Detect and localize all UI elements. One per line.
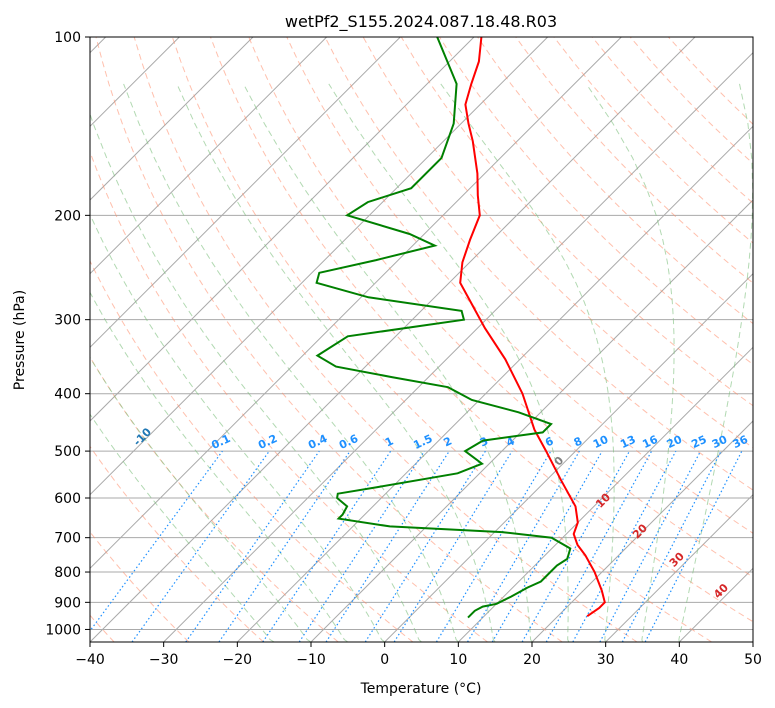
x-axis: −40 −30 −20 −10 0 10 20 30 40 50 xyxy=(75,642,762,668)
y-axis: 100 200 300 400 500 600 700 800 900 1000 xyxy=(45,30,90,638)
moist-adiabat xyxy=(123,83,459,642)
isotherm-line xyxy=(605,493,753,642)
y-tick-label: 300 xyxy=(54,313,81,329)
chart-title: wetPf2_S155.2024.087.18.48.R03 xyxy=(285,12,557,32)
mixing-ratio-line xyxy=(393,450,513,642)
x-axis-label: Temperature (°C) xyxy=(360,681,482,697)
dry-adiabat xyxy=(90,356,339,642)
mixing-ratio-label: 36 xyxy=(731,433,751,451)
isotherm-line xyxy=(90,37,549,496)
mixing-ratio-label: 16 xyxy=(640,433,660,451)
x-tick-label: 20 xyxy=(523,652,541,668)
isotherm-line xyxy=(163,51,753,642)
mixing-ratio-line xyxy=(218,450,351,642)
background-lines xyxy=(90,37,753,642)
y-tick-label: 500 xyxy=(54,444,81,460)
moist-adiabat xyxy=(90,356,312,642)
x-tick-label: 40 xyxy=(670,652,688,668)
y-tick-label: 600 xyxy=(54,491,81,507)
mixing-ratio-label: 25 xyxy=(689,433,708,451)
mixing-ratio-line xyxy=(521,450,631,642)
x-tick-label: −40 xyxy=(75,652,105,668)
y-tick-label: 800 xyxy=(54,565,81,581)
moist-adiabat xyxy=(243,83,533,642)
moist-adiabat xyxy=(90,413,275,642)
moist-adiabat xyxy=(328,83,570,642)
isotherm-line xyxy=(90,37,622,570)
mixing-ratio-label: 30 xyxy=(710,433,730,451)
mixing-ratio-line xyxy=(491,450,603,642)
isotherm-line xyxy=(236,125,753,642)
mixing-ratio-label: 20 xyxy=(665,433,685,451)
mixing-ratio-line xyxy=(545,450,653,642)
mixing-ratio-line xyxy=(325,450,450,642)
isotherm-line xyxy=(90,37,475,422)
y-axis-label: Pressure (hPa) xyxy=(12,290,28,390)
mixing-ratio-line xyxy=(572,450,677,642)
dry-adiabat xyxy=(171,37,712,642)
y-tick-label: 1000 xyxy=(45,622,81,638)
sounding-series xyxy=(315,37,606,619)
dry-adiabat xyxy=(248,37,753,578)
mixing-ratio-label: 10 xyxy=(591,433,611,451)
dry-adiabat xyxy=(133,37,638,642)
dry-adiabat xyxy=(90,259,414,642)
mixing-ratio-line xyxy=(364,450,486,642)
isotherm-line xyxy=(90,37,254,201)
y-tick-label: 200 xyxy=(54,208,81,224)
mixing-ratio-label: 13 xyxy=(618,433,637,451)
temperature-profile xyxy=(459,37,606,618)
moist-adiabat xyxy=(90,213,386,642)
moist-adiabat xyxy=(585,83,675,642)
y-tick-label: 900 xyxy=(54,595,81,611)
moist-adiabat xyxy=(678,83,753,642)
moist-adiabat xyxy=(176,83,496,642)
x-tick-label: 10 xyxy=(449,652,467,668)
y-tick-label: 700 xyxy=(54,531,81,547)
y-tick-label: 400 xyxy=(54,387,81,403)
isotherm-line xyxy=(384,272,753,642)
x-tick-label: −30 xyxy=(149,652,179,668)
x-tick-label: 0 xyxy=(380,652,389,668)
y-tick-label: 100 xyxy=(54,30,81,46)
dewpoint-profile xyxy=(315,37,572,619)
x-tick-label: 30 xyxy=(597,652,615,668)
moist-adiabat xyxy=(90,112,422,642)
mixing-ratio-line xyxy=(435,450,552,642)
isotherm-line xyxy=(90,37,696,642)
x-tick-label: −20 xyxy=(223,652,253,668)
dry-adiabat xyxy=(515,37,753,284)
x-tick-label: 50 xyxy=(744,652,762,668)
x-tick-label: −10 xyxy=(296,652,326,668)
mixing-ratio-line xyxy=(185,450,320,642)
mixing-ratio-line xyxy=(466,450,580,642)
isotherm-line xyxy=(90,37,401,349)
isotherm-line xyxy=(531,420,753,642)
plot-frame xyxy=(89,36,754,643)
isotherm-line xyxy=(90,37,328,275)
dry-adiabat xyxy=(324,37,753,491)
dry-adiabat xyxy=(286,37,753,534)
dry-adiabat xyxy=(90,445,264,642)
